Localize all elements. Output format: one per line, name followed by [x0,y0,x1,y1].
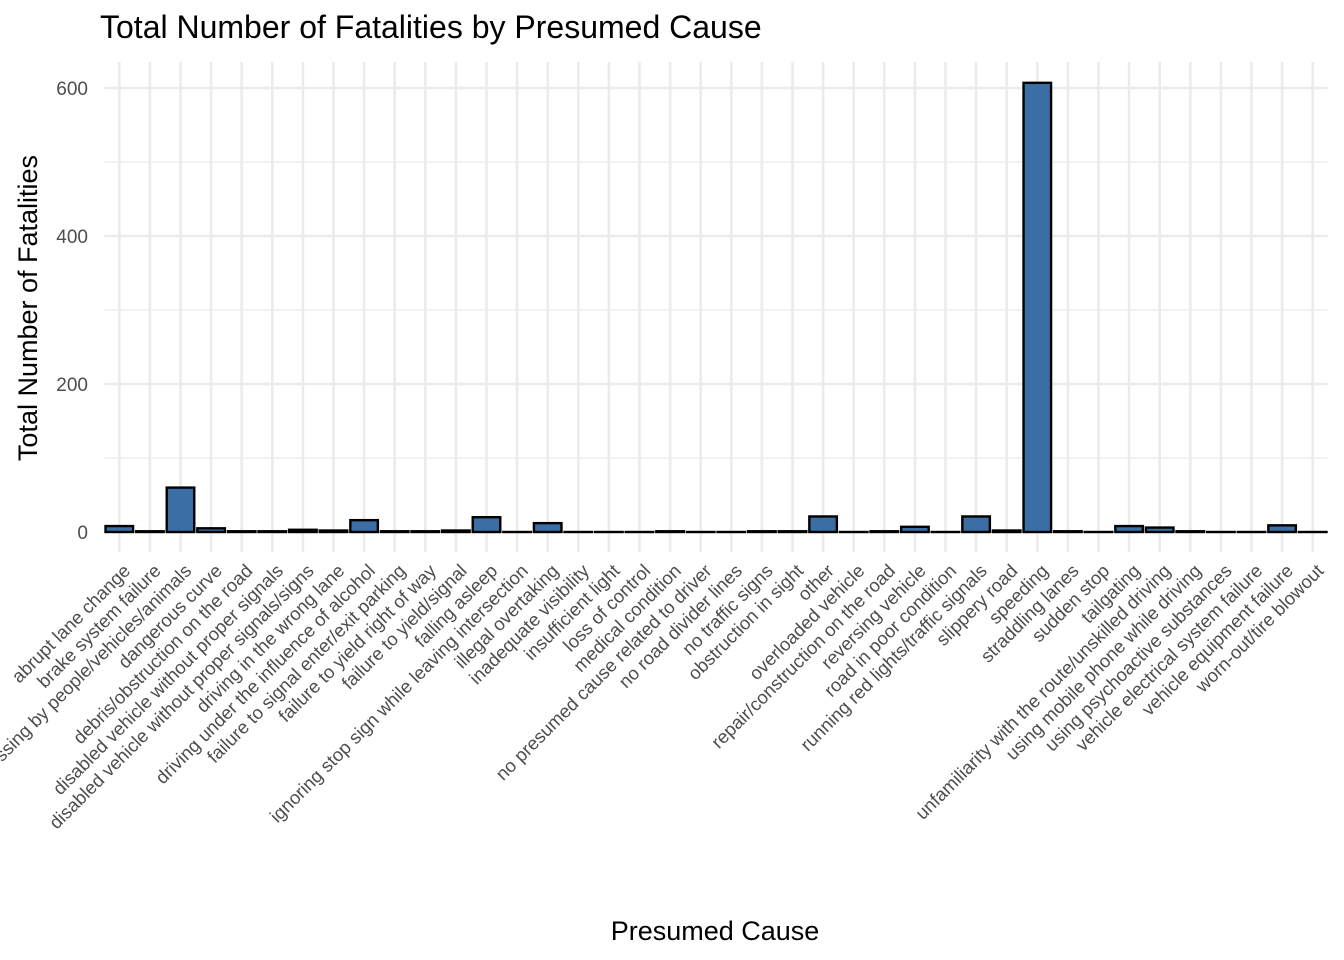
bar [196,527,227,534]
bar [961,515,992,534]
bar [440,529,471,534]
bar [226,530,257,534]
bar [1144,526,1175,534]
bar [318,529,349,534]
bar [104,524,135,534]
bar [1267,524,1298,534]
bar [379,530,410,534]
bar [1114,524,1145,534]
bar [257,530,288,534]
grid [104,62,1328,552]
y-axis-title: Total Number of Fatalities [13,155,43,461]
bar [349,518,380,534]
bar [471,516,502,534]
bar [532,521,563,534]
bar [1175,530,1206,534]
y-axis-ticks: 0 200 400 600 [56,79,88,544]
bar [991,529,1022,534]
x-axis-title: Presumed Cause [611,916,820,946]
bar [134,530,165,534]
bar [655,530,686,534]
y-tick-label: 400 [56,227,88,248]
bar [746,530,777,534]
bar [1022,81,1053,534]
y-tick-label: 200 [56,375,88,396]
bars [104,81,1328,534]
bar [1052,530,1083,534]
bar [287,528,318,534]
bar [410,530,441,534]
chart-title: Total Number of Fatalities by Presumed C… [100,9,762,45]
bar [869,530,900,534]
y-tick-label: 600 [56,79,88,100]
bar [808,515,839,534]
bar [777,530,808,534]
y-tick-label: 0 [77,523,88,544]
bar [165,486,196,534]
bar [899,525,930,534]
